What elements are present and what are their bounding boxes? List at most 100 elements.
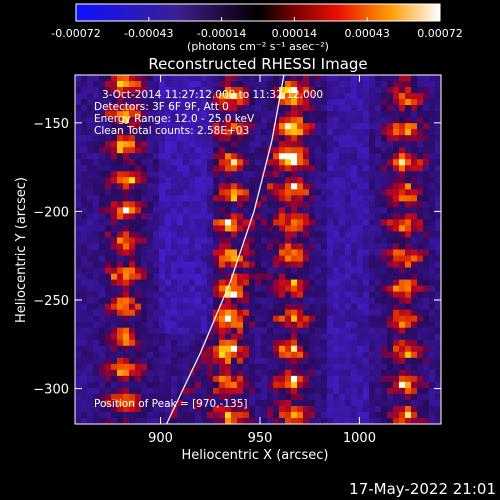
heatmap-cell [393,357,400,365]
heatmap-cell [423,213,430,220]
heatmap-cell [99,111,106,118]
heatmap-cell [177,291,184,299]
heatmap-cell [297,333,304,341]
heatmap-cell [357,183,364,190]
heatmap-cell [147,237,154,244]
heatmap-cell [279,153,286,160]
heatmap-cell [303,297,310,305]
heatmap-cell [195,309,202,317]
heatmap-cell [87,105,94,112]
heatmap-cell [177,87,184,94]
heatmap-cell [207,219,214,226]
heatmap-cell [171,93,178,100]
heatmap-cell [255,363,262,371]
heatmap-cell [267,243,274,250]
heatmap-cell [171,255,178,262]
heatmap-cell [111,249,118,256]
heatmap-cell [129,81,136,88]
heatmap-cell [93,75,100,82]
heatmap-cell [375,255,382,262]
heatmap-cell [219,375,226,383]
heatmap-cell [231,243,238,250]
heatmap-cell [399,267,406,274]
heatmap-cell [177,321,184,329]
heatmap-cell [219,177,226,184]
heatmap-cell [405,375,412,383]
heatmap-cell [201,237,208,244]
heatmap-cell [399,177,406,184]
heatmap-cell [417,141,424,148]
heatmap-cell [117,111,124,118]
heatmap-cell [267,219,274,226]
heatmap-cell [333,405,340,413]
heatmap-cell [357,387,364,395]
heatmap-cell [381,87,388,94]
heatmap-cell [381,327,388,335]
heatmap-cell [363,393,370,401]
heatmap-cell [357,399,364,407]
heatmap-cell [423,321,430,329]
heatmap-cell [111,387,118,395]
heatmap-cell [99,201,106,208]
heatmap-cell [183,213,190,220]
heatmap-cell [351,249,358,256]
heatmap-cell [249,381,256,389]
heatmap-cell [81,165,88,172]
heatmap-cell [261,321,268,329]
heatmap-cell [129,333,136,341]
heatmap-cell [135,309,142,317]
heatmap-cell [165,171,172,178]
heatmap-cell [435,165,441,172]
heatmap-cell [393,411,400,419]
heatmap-cell [267,141,274,148]
heatmap-cell [303,153,310,160]
heatmap-cell [129,279,136,287]
heatmap-cell [93,129,100,136]
heatmap-cell [147,375,154,383]
heatmap-cell [135,345,142,353]
heatmap-cell [171,411,178,419]
heatmap-cell [393,351,400,359]
heatmap-cell [351,279,358,287]
heatmap-cell [189,327,196,335]
heatmap-cell [243,219,250,226]
heatmap-cell [381,309,388,317]
heatmap-cell [141,291,148,299]
heatmap-cell [291,363,298,371]
heatmap-cell [93,213,100,220]
heatmap-cell [141,75,148,82]
heatmap-cell [195,219,202,226]
heatmap-cell [261,177,268,184]
heatmap-cell [171,363,178,371]
heatmap-cell [117,261,124,268]
heatmap-cell [93,249,100,256]
heatmap-cell [435,303,441,311]
heatmap-cell [159,363,166,371]
heatmap-cell [303,357,310,365]
heatmap-cell [237,195,244,202]
heatmap-cell [273,297,280,305]
heatmap-cell [75,129,82,136]
heatmap-cell [225,213,232,220]
heatmap-cell [231,363,238,371]
heatmap-cell [429,75,436,82]
heatmap-cell [117,333,124,341]
heatmap-cell [81,129,88,136]
heatmap-cell [369,381,376,389]
heatmap-cell [255,387,262,395]
heatmap-cell [351,195,358,202]
heatmap-cell [135,249,142,256]
heatmap-cell [81,93,88,100]
heatmap-cell [369,363,376,371]
heatmap-cell [417,99,424,106]
heatmap-cell [297,327,304,335]
heatmap-cell [393,171,400,178]
heatmap-cell [297,255,304,262]
heatmap-cell [81,231,88,238]
heatmap-cell [129,111,136,118]
y-tick-label: −250 [33,294,69,309]
heatmap-cell [231,123,238,130]
heatmap-cell [345,369,352,377]
heatmap-cell [351,375,358,383]
heatmap-cell [99,291,106,299]
